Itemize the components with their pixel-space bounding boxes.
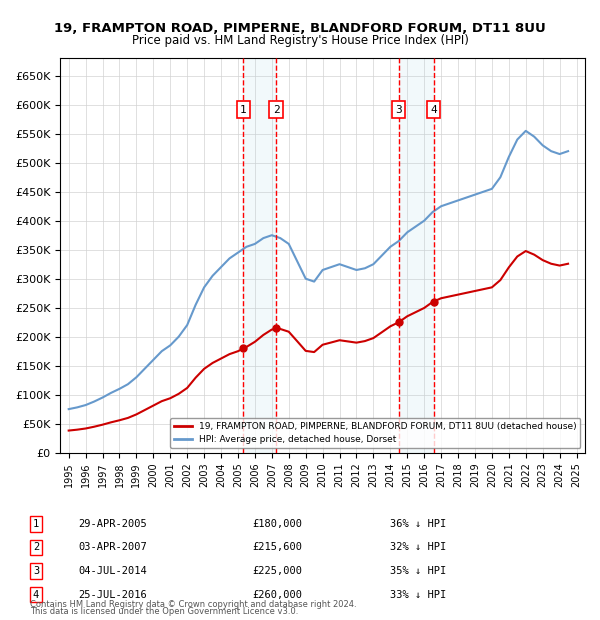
Text: £215,600: £215,600 <box>252 542 302 552</box>
Text: £260,000: £260,000 <box>252 590 302 600</box>
Text: 33% ↓ HPI: 33% ↓ HPI <box>390 590 446 600</box>
Text: 3: 3 <box>395 105 402 115</box>
Text: £180,000: £180,000 <box>252 519 302 529</box>
Text: £225,000: £225,000 <box>252 566 302 576</box>
Text: 2: 2 <box>272 105 280 115</box>
Text: 04-JUL-2014: 04-JUL-2014 <box>78 566 147 576</box>
Text: 2: 2 <box>33 542 39 552</box>
Text: 32% ↓ HPI: 32% ↓ HPI <box>390 542 446 552</box>
Text: 25-JUL-2016: 25-JUL-2016 <box>78 590 147 600</box>
Text: 4: 4 <box>33 590 39 600</box>
Bar <box>244 58 276 453</box>
Text: 19, FRAMPTON ROAD, PIMPERNE, BLANDFORD FORUM, DT11 8UU: 19, FRAMPTON ROAD, PIMPERNE, BLANDFORD F… <box>54 22 546 35</box>
Text: 35% ↓ HPI: 35% ↓ HPI <box>390 566 446 576</box>
Text: This data is licensed under the Open Government Licence v3.0.: This data is licensed under the Open Gov… <box>30 606 298 616</box>
Text: 03-APR-2007: 03-APR-2007 <box>78 542 147 552</box>
Legend: 19, FRAMPTON ROAD, PIMPERNE, BLANDFORD FORUM, DT11 8UU (detached house), HPI: Av: 19, FRAMPTON ROAD, PIMPERNE, BLANDFORD F… <box>170 418 580 448</box>
Text: 3: 3 <box>33 566 39 576</box>
Text: Price paid vs. HM Land Registry's House Price Index (HPI): Price paid vs. HM Land Registry's House … <box>131 34 469 47</box>
Text: 1: 1 <box>240 105 247 115</box>
Text: Contains HM Land Registry data © Crown copyright and database right 2024.: Contains HM Land Registry data © Crown c… <box>30 600 356 609</box>
Text: 4: 4 <box>430 105 437 115</box>
Text: 36% ↓ HPI: 36% ↓ HPI <box>390 519 446 529</box>
Bar <box>399 58 434 453</box>
Text: 1: 1 <box>33 519 39 529</box>
Text: 29-APR-2005: 29-APR-2005 <box>78 519 147 529</box>
